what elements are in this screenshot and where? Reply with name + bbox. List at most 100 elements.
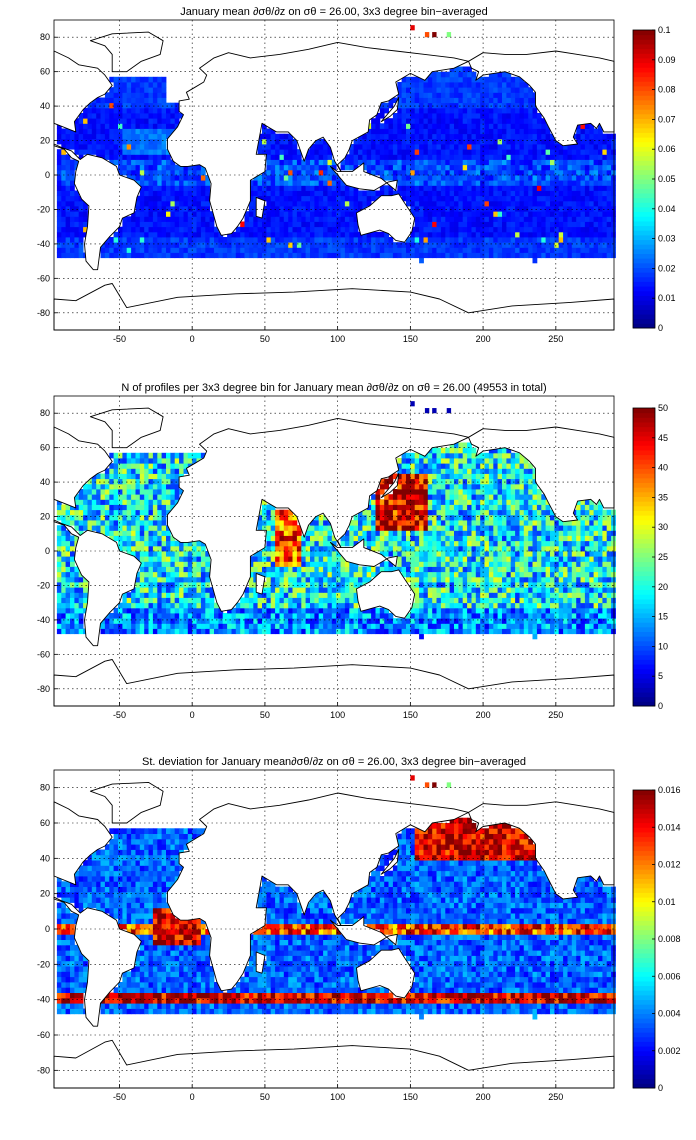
data-bin xyxy=(279,618,285,624)
data-bin xyxy=(584,613,590,619)
data-bin xyxy=(488,221,494,228)
data-bin xyxy=(157,206,163,212)
data-bin xyxy=(340,587,346,593)
data-bin xyxy=(209,211,215,217)
data-bin xyxy=(166,123,171,129)
data-bin xyxy=(554,164,560,171)
data-bin xyxy=(593,607,599,614)
data-bin xyxy=(423,159,429,166)
data-bin xyxy=(170,576,176,583)
data-bin xyxy=(563,242,568,248)
data-bin xyxy=(336,602,341,609)
data-bin xyxy=(279,221,285,228)
land-outline xyxy=(329,162,398,191)
data-bin xyxy=(248,226,254,233)
data-bin xyxy=(510,133,516,140)
data-bin xyxy=(475,200,481,207)
data-bin xyxy=(157,195,163,202)
colorbar-segment xyxy=(633,323,655,329)
data-bin xyxy=(593,175,599,181)
data-bin xyxy=(598,551,603,557)
data-bin xyxy=(497,107,503,114)
data-bin xyxy=(406,175,411,181)
data-bin xyxy=(139,613,145,619)
data-bin xyxy=(397,566,403,573)
data-bin xyxy=(554,195,560,202)
data-bin xyxy=(170,237,176,243)
data-bin xyxy=(506,82,512,88)
data-bin xyxy=(222,252,228,259)
data-bin xyxy=(584,138,590,145)
data-bin xyxy=(157,107,163,114)
data-bin xyxy=(148,128,154,135)
data-bin xyxy=(344,582,350,588)
data-bin xyxy=(427,107,433,114)
data-bin xyxy=(362,200,368,207)
data-bin xyxy=(593,556,599,562)
data-bin xyxy=(471,237,477,243)
data-bin xyxy=(406,128,411,135)
colorbar-segment xyxy=(633,267,655,273)
data-bin xyxy=(327,175,333,181)
data-bin xyxy=(563,200,568,207)
data-bin xyxy=(462,597,468,604)
data-bin xyxy=(462,195,468,202)
data-bin xyxy=(61,216,67,222)
data-bin xyxy=(192,618,197,624)
data-bin xyxy=(266,592,272,598)
data-bin xyxy=(113,118,119,124)
data-bin xyxy=(436,623,442,629)
data-bin xyxy=(532,133,538,140)
data-bin xyxy=(515,87,520,93)
data-bin xyxy=(532,628,538,635)
data-bin xyxy=(78,587,84,593)
data-bin xyxy=(423,247,429,253)
data-bin xyxy=(349,221,355,228)
data-bin xyxy=(484,154,490,160)
data-bin xyxy=(200,252,206,259)
data-bin xyxy=(606,180,612,186)
data-bin xyxy=(174,200,180,207)
data-bin xyxy=(205,247,211,253)
data-bin xyxy=(580,123,586,129)
data-bin xyxy=(436,200,442,207)
data-bin xyxy=(563,556,568,562)
data-bin xyxy=(611,138,616,145)
data-bin xyxy=(528,566,533,573)
data-bin xyxy=(157,252,163,259)
data-bin xyxy=(410,237,416,243)
data-bin xyxy=(454,216,459,222)
data-bin xyxy=(467,237,472,243)
data-bin xyxy=(279,200,285,207)
data-bin xyxy=(157,123,163,129)
data-bin xyxy=(118,164,123,171)
data-bin xyxy=(536,195,542,202)
data-bin xyxy=(467,169,472,176)
data-bin xyxy=(593,164,599,171)
colorbar-tick-label: 0.05 xyxy=(658,174,676,184)
data-bin xyxy=(87,118,93,124)
data-bin xyxy=(78,247,84,253)
data-bin xyxy=(353,587,359,593)
data-bin xyxy=(410,159,416,166)
data-bin xyxy=(301,602,307,609)
data-bin xyxy=(152,242,158,248)
data-bin xyxy=(523,190,529,197)
data-bin xyxy=(379,623,385,629)
data-bin xyxy=(310,154,315,160)
data-bin xyxy=(497,71,503,78)
data-bin xyxy=(144,576,149,583)
data-bin xyxy=(445,602,451,609)
data-bin xyxy=(445,159,451,166)
data-bin xyxy=(240,226,245,233)
data-bin xyxy=(144,169,149,176)
data-bin xyxy=(331,190,337,197)
data-bin xyxy=(497,128,503,135)
data-bin xyxy=(292,602,298,609)
data-bin xyxy=(340,237,346,243)
data-bin xyxy=(170,545,176,552)
data-bin xyxy=(436,242,442,248)
data-bin xyxy=(484,169,490,176)
data-bin xyxy=(397,144,403,150)
data-bin xyxy=(571,211,577,217)
